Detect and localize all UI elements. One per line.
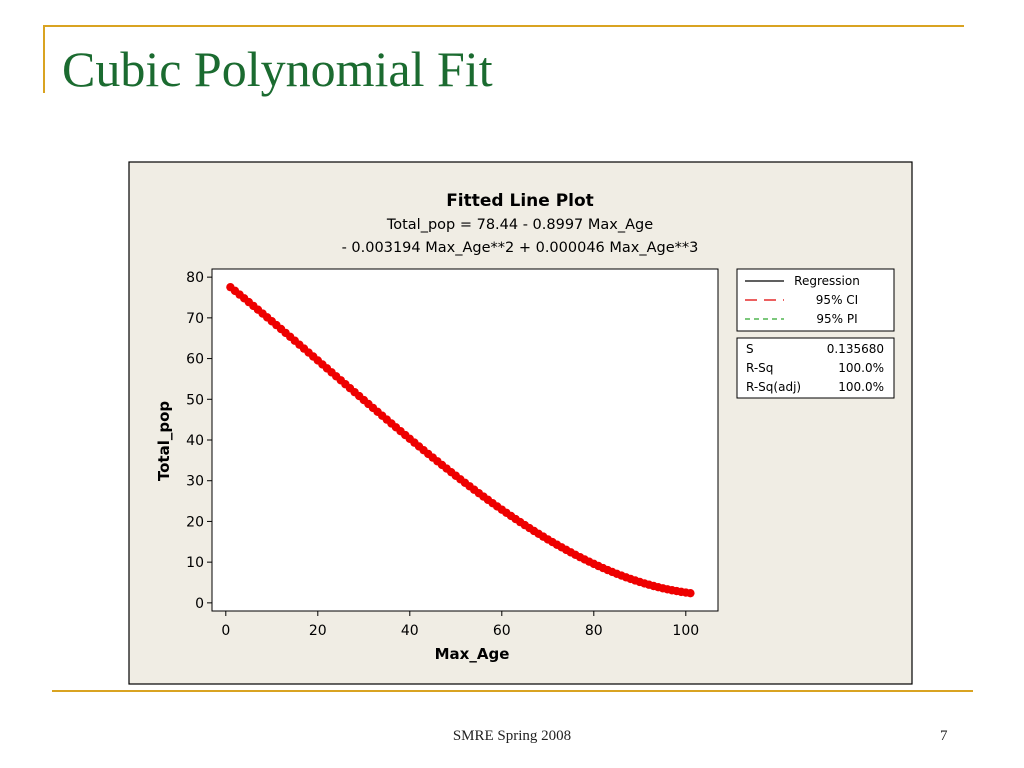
stats-box: S 0.135680 R-Sq 100.0% R-Sq(adj) 100.0%	[736, 337, 895, 399]
x-tick-label: 80	[585, 623, 603, 639]
y-axis: 0 10 20 30 40 50 60 70 80	[186, 270, 212, 612]
title-accent-bar	[43, 25, 45, 93]
plot-area	[211, 268, 719, 612]
legend-box	[736, 268, 895, 332]
y-tick-label: 50	[186, 392, 204, 408]
legend-pi-label: 95% PI	[816, 312, 857, 326]
legend-regression-label: Regression	[794, 274, 860, 288]
chart-title: Fitted Line Plot	[446, 191, 594, 211]
top-rule	[43, 25, 964, 27]
stat-value-rsq-adj: 100.0%	[838, 380, 884, 394]
x-tick-label: 0	[221, 623, 230, 639]
y-tick-label: 80	[186, 270, 204, 286]
stats-box-frame	[736, 337, 895, 399]
legend: Regression 95% CI 95% PI	[736, 268, 895, 332]
x-axis-label: Max_Age	[435, 645, 510, 663]
stat-value-s: 0.135680	[827, 342, 884, 356]
data-points	[226, 282, 695, 598]
footer-text: SMRE Spring 2008	[452, 728, 572, 744]
data-point	[686, 588, 695, 598]
x-tick-label: 20	[309, 623, 327, 639]
equation-line-2: - 0.003194 Max_Age**2 + 0.000046 Max_Age…	[342, 240, 699, 256]
y-tick-label: 70	[186, 311, 204, 327]
x-tick-label: 60	[493, 623, 511, 639]
x-tick-label: 100	[672, 623, 699, 639]
y-tick-label: 20	[186, 514, 204, 530]
page-number: 7	[940, 728, 948, 744]
stat-label-rsq-adj: R-Sq(adj)	[746, 380, 801, 394]
x-axis: 0 20 40 60 80 100	[221, 611, 699, 639]
stat-value-rsq: 100.0%	[838, 361, 884, 375]
y-tick-label: 40	[186, 433, 204, 449]
stat-label-rsq: R-Sq	[746, 361, 773, 375]
x-tick-label: 40	[401, 623, 419, 639]
y-tick-label: 0	[195, 596, 204, 612]
y-tick-label: 30	[186, 474, 204, 490]
stat-label-s: S	[746, 342, 754, 356]
equation-line-1: Total_pop = 78.44 - 0.8997 Max_Age	[386, 217, 653, 233]
y-tick-label: 10	[186, 555, 204, 571]
slide-title: Cubic Polynomial Fit	[62, 41, 493, 97]
legend-ci-label: 95% CI	[816, 293, 858, 307]
bottom-rule	[52, 690, 973, 692]
y-axis-label: Total_pop	[155, 401, 173, 482]
y-tick-label: 60	[186, 352, 204, 368]
